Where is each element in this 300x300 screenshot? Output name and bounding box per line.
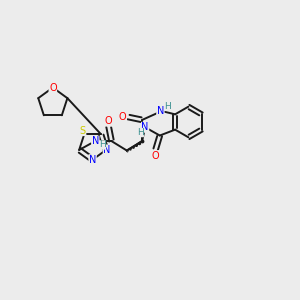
Text: N: N [89, 155, 96, 165]
Text: H: H [99, 140, 106, 149]
Text: O: O [152, 151, 159, 160]
Text: O: O [49, 82, 57, 93]
Text: H: H [137, 128, 144, 137]
Text: N: N [92, 136, 99, 146]
Text: N: N [103, 145, 111, 155]
Text: N: N [141, 122, 149, 132]
Text: H: H [164, 102, 171, 111]
Text: O: O [119, 112, 127, 122]
Text: S: S [80, 126, 86, 136]
Text: N: N [157, 106, 164, 116]
Text: O: O [105, 116, 112, 126]
